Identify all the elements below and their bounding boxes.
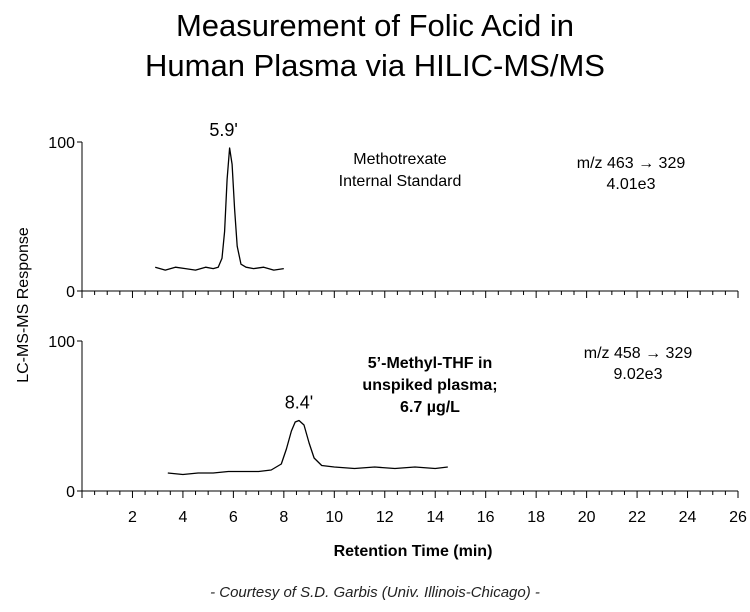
chromatogram-trace xyxy=(167,419,448,476)
transition-label: m/z 463 → 329 xyxy=(577,155,686,172)
y-tick-label: 100 xyxy=(48,135,75,152)
peak-label: 8.4' xyxy=(285,393,313,413)
compound-label: Methotrexate xyxy=(353,151,446,168)
x-tick-label: 24 xyxy=(679,509,697,526)
compound-label: 5’-Methyl-THF in xyxy=(368,355,492,372)
x-tick-label: 18 xyxy=(527,509,545,526)
transition-label: m/z 458 → 329 xyxy=(584,345,693,362)
compound-label: unspiked plasma; xyxy=(362,377,497,394)
y-tick-label: 100 xyxy=(48,334,75,351)
y-tick-label: 0 xyxy=(66,484,75,501)
x-tick-label: 16 xyxy=(477,509,495,526)
y-axis-label: LC-MS-MS Response xyxy=(15,227,32,383)
chromatogram-trace xyxy=(155,147,284,271)
transition-label: 9.02e3 xyxy=(614,366,663,383)
x-tick-label: 12 xyxy=(376,509,394,526)
chart-title: Measurement of Folic Acid in Human Plasm… xyxy=(0,6,750,86)
x-tick-label: 20 xyxy=(578,509,596,526)
x-axis-label: Retention Time (min) xyxy=(334,543,493,560)
x-tick-label: 22 xyxy=(628,509,646,526)
compound-label: Internal Standard xyxy=(339,173,462,190)
x-tick-label: 10 xyxy=(325,509,343,526)
transition-label: 4.01e3 xyxy=(607,176,656,193)
credit-note: - Courtesy of S.D. Garbis (Univ. Illinoi… xyxy=(210,584,540,601)
x-tick-label: 26 xyxy=(729,509,747,526)
x-tick-label: 6 xyxy=(229,509,238,526)
y-tick-label: 0 xyxy=(66,284,75,301)
x-tick-label: 4 xyxy=(178,509,187,526)
x-tick-label: 14 xyxy=(426,509,444,526)
chart-title-line-2: Human Plasma via HILIC-MS/MS xyxy=(145,48,605,83)
x-tick-label: 8 xyxy=(279,509,288,526)
chart-title-line-1: Measurement of Folic Acid in xyxy=(175,8,574,43)
peak-label: 5.9' xyxy=(209,120,237,140)
compound-label: 6.7 µg/L xyxy=(400,399,460,416)
x-tick-label: 2 xyxy=(128,509,137,526)
